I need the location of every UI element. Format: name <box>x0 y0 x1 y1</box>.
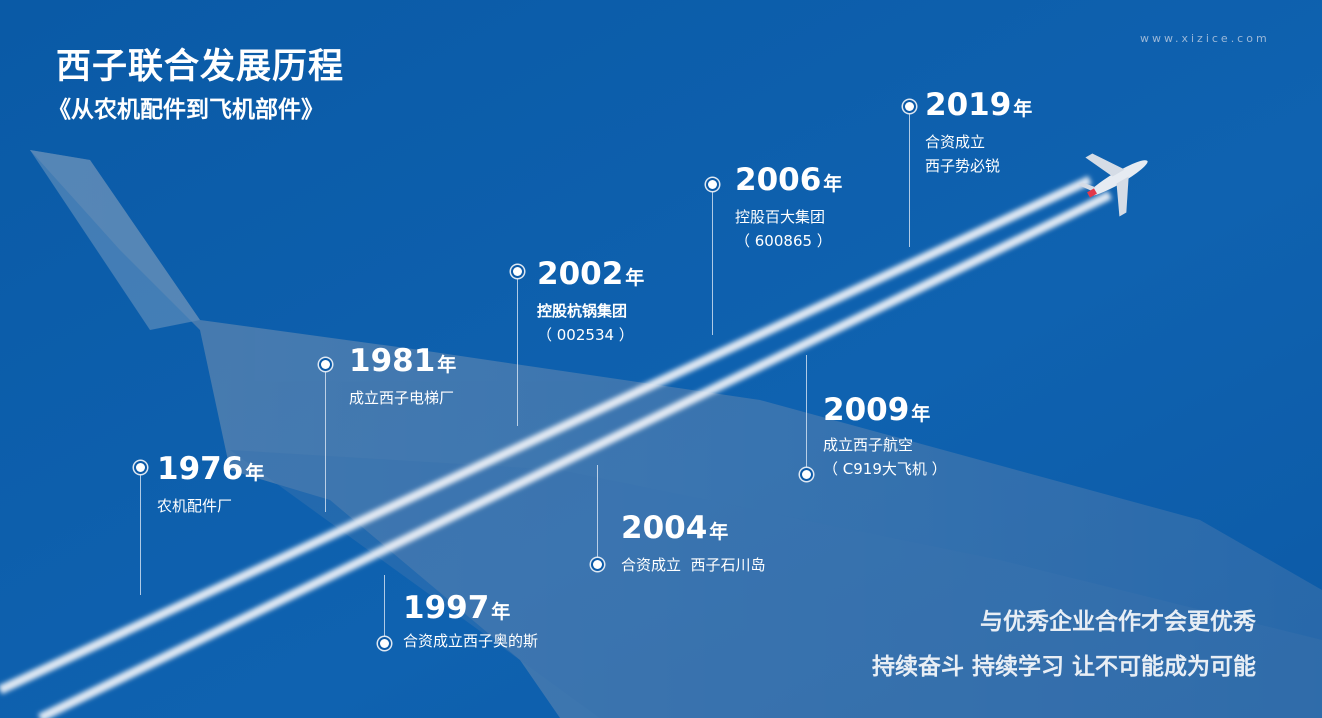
event-stock-code: （ 600865 ） <box>735 232 832 250</box>
wing-shape <box>30 150 1322 718</box>
timeline-event-1997: 1997 年 合资成立西子奥的斯 <box>403 591 538 653</box>
event-description: 合资成立西子奥的斯 <box>403 632 539 650</box>
timeline-event-2009: 2009 年 成立西子航空 （ C919大飞机 ） <box>823 393 947 481</box>
timeline-dot <box>321 360 330 369</box>
contrails <box>0 175 1112 718</box>
year-suffix: 年 <box>491 601 511 623</box>
timeline-event-1976: 1976 年 农机配件厂 <box>157 452 264 518</box>
year-suffix: 年 <box>911 403 931 425</box>
timeline-dot <box>593 560 602 569</box>
timeline-dot <box>380 639 389 648</box>
event-year: 2009 <box>823 392 910 428</box>
timeline-event-2019: 2019 年 合资成立 西子势必锐 <box>925 88 1032 178</box>
timeline-event-2004: 2004 年 合资成立 西子石川岛 <box>621 511 766 577</box>
timeline-event-2006: 2006 年 控股百大集团 （ 600865 ） <box>735 163 842 253</box>
timeline-dot <box>802 470 811 479</box>
year-suffix: 年 <box>709 521 729 543</box>
year-suffix: 年 <box>823 173 843 195</box>
event-description: 控股百大集团 <box>735 208 826 226</box>
timeline-connector <box>806 355 807 473</box>
watermark: www.xizice.com <box>1140 32 1270 45</box>
timeline-dot <box>136 463 145 472</box>
event-note: （ C919大飞机 ） <box>823 460 947 478</box>
event-description: 控股杭锅集团 <box>537 302 628 320</box>
year-suffix: 年 <box>245 462 265 484</box>
timeline-connector <box>909 109 910 247</box>
event-year: 2002 <box>537 256 624 292</box>
event-year: 2004 <box>621 510 708 546</box>
year-suffix: 年 <box>625 267 645 289</box>
event-year: 1976 <box>157 451 244 487</box>
year-suffix: 年 <box>437 354 457 376</box>
year-suffix: 年 <box>1013 98 1033 120</box>
event-description: 农机配件厂 <box>157 497 233 515</box>
timeline-connector <box>140 470 141 595</box>
timeline-dot <box>513 267 522 276</box>
event-year: 2006 <box>735 162 822 198</box>
timeline-dot <box>905 102 914 111</box>
event-description: 合资成立 <box>925 133 986 151</box>
event-description: 合资成立 西子石川岛 <box>621 556 766 574</box>
event-year: 2019 <box>925 87 1012 123</box>
timeline-connector <box>384 575 385 643</box>
slogan-line-2: 持续奋斗 持续学习 让不可能成为可能 <box>871 654 1256 680</box>
timeline-connector <box>712 187 713 335</box>
page-subtitle: 《从农机配件到飞机部件》 <box>48 97 324 123</box>
page-title: 西子联合发展历程 <box>56 47 345 87</box>
timeline-connector <box>325 367 326 512</box>
event-description: 成立西子航空 <box>823 436 914 454</box>
timeline-connector <box>597 465 598 563</box>
airplane-icon <box>1078 153 1148 217</box>
event-description-line2: 西子势必锐 <box>925 157 1001 175</box>
timeline-dot <box>708 180 717 189</box>
timeline-event-2002: 2002 年 控股杭锅集团 （ 002534 ） <box>537 257 644 347</box>
event-stock-code: （ 002534 ） <box>537 326 634 344</box>
event-year: 1981 <box>349 343 436 379</box>
event-description: 成立西子电梯厂 <box>349 389 455 407</box>
timeline-event-1981: 1981 年 成立西子电梯厂 <box>349 344 456 410</box>
timeline-connector <box>517 274 518 426</box>
slogan-line-1: 与优秀企业合作才会更优秀 <box>980 609 1256 635</box>
event-year: 1997 <box>403 590 490 626</box>
